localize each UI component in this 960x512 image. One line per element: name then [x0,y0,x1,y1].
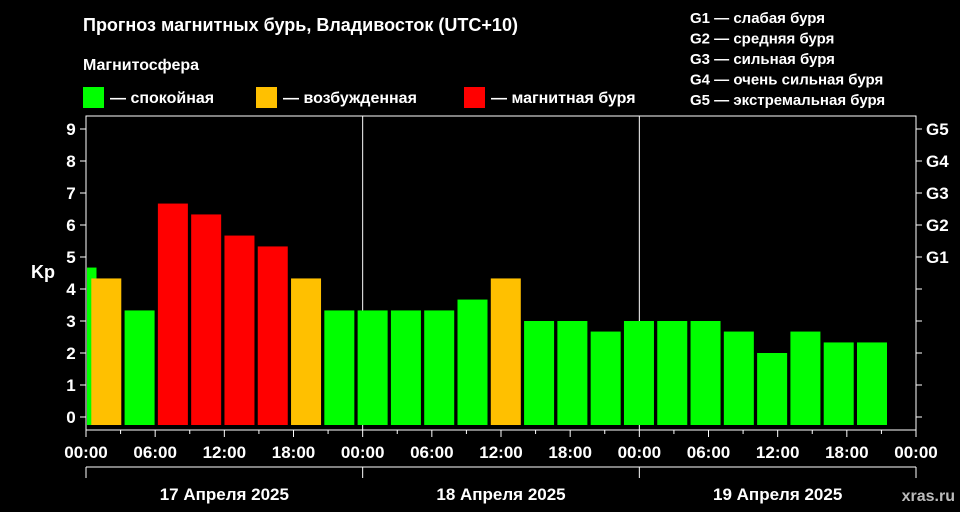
g-scale-legend: G1 — слабая буря G2 — средняя буря G3 — си… [690,10,885,109]
bar-calm [390,310,421,425]
day-label: 19 Апреля 2025 [713,485,842,504]
x-tick-label: 18:00 [272,443,315,462]
y-tick-label: 5 [66,248,75,267]
bar-calm [357,310,388,425]
magnetosphere-legend: — спокойная — возбужденная — магнитная бур… [83,87,636,108]
x-tick-label: 18:00 [548,443,591,462]
bar-calm [424,310,455,425]
y-tick-label: 8 [66,152,75,171]
bar-storm [157,203,188,425]
bar-calm [790,331,821,425]
g-legend-item: G4 — очень сильная буря [690,72,883,89]
chart-title: Прогноз магнитных бурь, Владивосток (UTC… [83,15,518,35]
bar-calm [623,321,654,425]
bar-calm [457,299,488,425]
bar-calm [823,342,854,425]
y-tick-label: 0 [66,408,75,427]
legend-label-calm: — спокойная [110,90,214,107]
legend-title: Магнитосфера [83,57,199,74]
bar-calm [723,331,754,425]
x-tick-label: 06:00 [687,443,730,462]
bar-calm [857,342,887,425]
legend-label-excited: — возбужденная [283,90,417,107]
g-legend-item: G3 — сильная буря [690,51,835,68]
x-tick-label: 06:00 [133,443,176,462]
g-legend-item: G1 — слабая буря [690,10,825,27]
x-tick-label: 00:00 [894,443,937,462]
bar-calm [690,321,721,425]
x-tick-label: 12:00 [479,443,522,462]
y-tick-label: 7 [66,184,75,203]
bar-calm [524,321,555,425]
axes: 0 1 2 3 4 5 6 7 8 9 G1 G2 G3 G4 G5 00:00 06:00 12:00 18:00… [64,115,949,504]
bar-excited [91,278,122,425]
x-tick-label: 00:00 [64,443,107,462]
g-tick-label: G2 [926,216,949,235]
bar-calm [657,321,688,425]
bar-calm [124,310,155,425]
y-tick-label: 2 [66,344,75,363]
bars [87,203,887,425]
legend-swatch-calm [83,87,104,108]
y-tick-label: 6 [66,216,75,235]
bar-calm [324,310,355,425]
y-tick-label: 3 [66,312,75,331]
g-tick-label: G3 [926,184,949,203]
x-tick-label: 00:00 [341,443,384,462]
bar-storm [191,214,222,425]
day-label: 17 Апреля 2025 [160,485,289,504]
x-tick-label: 12:00 [756,443,799,462]
day-label: 18 Апреля 2025 [436,485,565,504]
x-tick-label: 00:00 [618,443,661,462]
bar-calm [757,353,788,425]
y-tick-label: 4 [66,280,76,299]
bar-storm [224,235,255,425]
g-legend-item: G2 — средняя буря [690,31,834,48]
y-tick-label: 9 [66,120,75,139]
g-legend-item: G5 — экстремальная буря [690,92,885,109]
watermark: xras.ru [902,488,955,505]
x-tick-label: 12:00 [203,443,246,462]
bar-calm [557,321,588,425]
g-tick-label: G4 [926,152,949,171]
y-axis-label: Kp [31,262,55,282]
g-tick-label: G5 [926,120,949,139]
bar-excited [291,278,322,425]
bar-storm [257,246,288,425]
g-tick-label: G1 [926,248,949,267]
legend-label-storm: — магнитная буря [491,90,636,107]
x-tick-label: 18:00 [825,443,868,462]
y-tick-label: 1 [66,376,75,395]
legend-swatch-storm [464,87,485,108]
legend-swatch-excited [256,87,277,108]
bar-calm [590,331,621,425]
x-tick-label: 06:00 [410,443,453,462]
bar-excited [490,278,521,425]
